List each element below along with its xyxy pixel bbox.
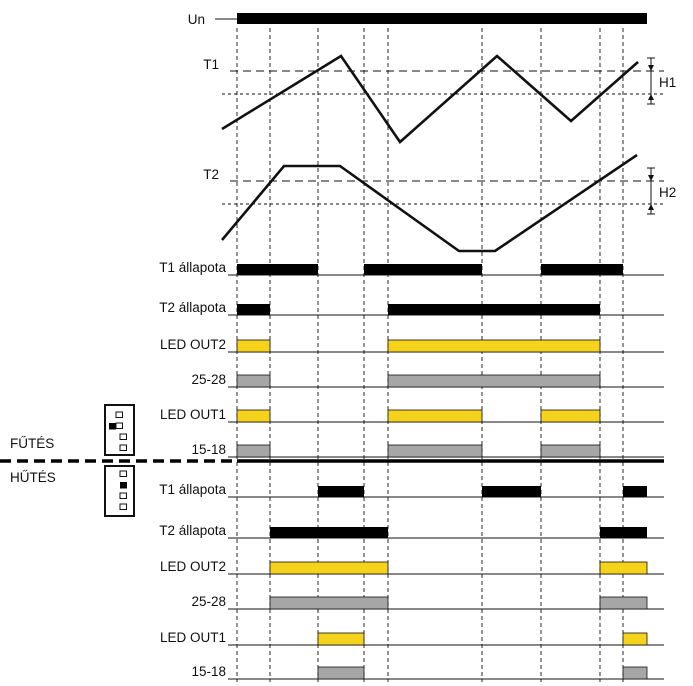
cooling-led-out1-label: LED OUT1 [160, 630, 226, 645]
t1-label: T1 [203, 57, 219, 72]
cooling-led-out2-on-bar-2 [599, 561, 648, 575]
heating-t1-llapota-on-bar-2 [364, 264, 482, 275]
cooling-label: HŰTÉS [10, 470, 56, 485]
cooling-led-out2-label: LED OUT2 [160, 559, 226, 574]
heating-15-18-label: 15-18 [191, 442, 226, 457]
heating-led-out2-on-bar-2 [387, 339, 601, 353]
cooling-t2-llapota-on-bar-2 [600, 527, 647, 538]
heating-t2-llapota-label: T2 állapota [159, 300, 226, 315]
heating-led-out1-on-bar-1 [236, 409, 271, 423]
dip-switch-heating-icon [104, 404, 135, 456]
dip-switch-cooling-icon [104, 465, 135, 517]
heating-15-18-on-bar-1 [236, 444, 271, 458]
t1-waveform [221, 54, 639, 144]
heating-led-out1-on-bar-2 [387, 409, 483, 423]
heating-led-out1-on-bar-3 [540, 409, 601, 423]
time-markers [236, 28, 624, 682]
cooling-section: T1 állapota T2 állapota LED OUT2 25-28 LED O… [159, 482, 664, 680]
cooling-t1-llapota-on-bar-1 [318, 486, 364, 497]
cooling-25-28-label: 25-28 [191, 594, 226, 609]
cooling-t1-llapota-on-bar-3 [623, 486, 647, 497]
heating-15-18-on-bar-2 [387, 444, 483, 458]
heating-t2-llapota-on-bar-1 [237, 304, 270, 315]
h2-label: H2 [659, 185, 676, 200]
heating-25-28-on-bar-1 [236, 374, 271, 388]
heating-25-28-label: 25-28 [191, 372, 226, 387]
cooling-15-18-label: 15-18 [191, 664, 226, 679]
heating-led-out2-on-bar-1 [236, 339, 271, 353]
heating-t1-llapota-label: T1 állapota [159, 260, 226, 275]
heating-led-out2-label: LED OUT2 [160, 337, 226, 352]
un-label: Un [188, 12, 205, 27]
cooling-led-out2-on-bar-1 [269, 561, 389, 575]
heating-section: T1 állapota T2 állapota LED OUT2 25-28 LED O… [159, 260, 664, 458]
cooling-t2-llapota-label: T2 állapota [159, 523, 226, 538]
heating-25-28-on-bar-2 [387, 374, 601, 388]
t2-waveform [221, 153, 638, 253]
cooling-led-out1-on-bar-1 [317, 632, 365, 646]
cooling-t2-llapota-on-bar-1 [270, 527, 388, 538]
un-supply-bar [237, 13, 647, 24]
heating-t2-llapota-on-bar-2 [388, 304, 600, 315]
cooling-25-28-on-bar-1 [269, 596, 389, 610]
cooling-25-28-on-bar-2 [599, 596, 648, 610]
cooling-t1-llapota-label: T1 állapota [159, 482, 226, 497]
cooling-t1-llapota-on-bar-2 [482, 486, 541, 497]
cooling-15-18-on-bar-2 [622, 666, 648, 680]
heating-led-out1-label: LED OUT1 [160, 407, 226, 422]
heating-t1-llapota-on-bar-1 [237, 264, 318, 275]
cooling-15-18-on-bar-1 [317, 666, 365, 680]
heating-t1-llapota-on-bar-3 [541, 264, 623, 275]
h1-label: H1 [659, 75, 676, 90]
cooling-led-out1-on-bar-2 [622, 632, 648, 646]
heating-15-18-on-bar-3 [540, 444, 601, 458]
t2-label: T2 [203, 167, 219, 182]
heating-label: FŰTÉS [10, 436, 54, 451]
